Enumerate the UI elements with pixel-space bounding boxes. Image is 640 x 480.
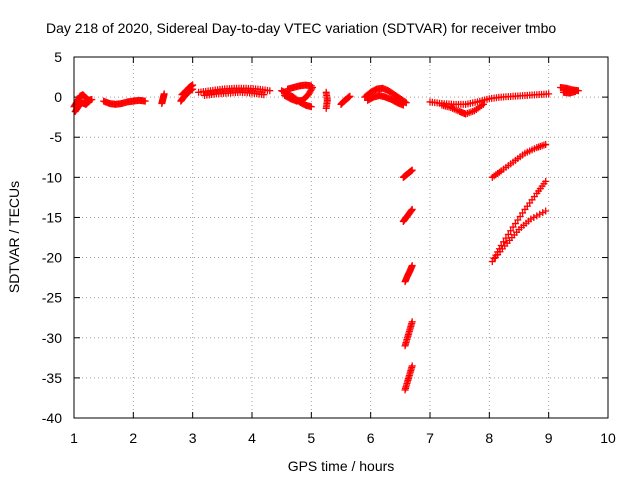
data-point xyxy=(502,234,510,242)
x-tick-label: 6 xyxy=(367,430,375,446)
series-arc-16 xyxy=(488,140,550,181)
data-point xyxy=(260,91,268,99)
series-arc-5b xyxy=(201,88,268,100)
series-arc-9 xyxy=(361,84,410,107)
series-arc-10 xyxy=(399,166,416,181)
x-tick-label: 9 xyxy=(545,430,553,446)
series-arc-7 xyxy=(322,88,331,112)
series-arc-11 xyxy=(399,205,416,225)
series-arc-8 xyxy=(337,92,354,108)
y-tick-label: -20 xyxy=(42,250,62,266)
data-point xyxy=(571,87,579,95)
data-point xyxy=(189,81,197,89)
y-tick-label: -30 xyxy=(42,330,62,346)
data-point xyxy=(160,90,168,98)
series-arc-2 xyxy=(100,96,149,108)
data-point xyxy=(322,88,330,96)
series-arc-19b xyxy=(560,87,579,97)
series-arc-1b xyxy=(71,97,93,116)
grid xyxy=(74,57,608,418)
series-arc-13 xyxy=(401,318,416,350)
data-point xyxy=(507,227,515,235)
x-tick-label: 5 xyxy=(307,430,315,446)
y-tick-label: -15 xyxy=(42,209,62,225)
series-arc-6c xyxy=(284,81,315,93)
y-tick-label: 5 xyxy=(54,49,62,65)
data-point xyxy=(519,209,527,217)
data-point xyxy=(516,212,524,220)
series-arc-4b xyxy=(178,81,197,99)
data-point xyxy=(545,90,553,98)
data-point xyxy=(408,362,416,370)
x-tick-label: 10 xyxy=(600,430,616,446)
data-point xyxy=(514,216,522,224)
data-point xyxy=(85,97,93,105)
x-tick-label: 4 xyxy=(248,430,256,446)
y-tick-label: 0 xyxy=(54,89,62,105)
data-point xyxy=(500,238,508,246)
x-tick-label: 7 xyxy=(426,430,434,446)
series-arc-18 xyxy=(491,207,550,262)
y-axis-label: SDTVAR / TECUs xyxy=(6,181,22,293)
data-point xyxy=(479,100,487,108)
data-point xyxy=(307,103,315,111)
x-tick-label: 2 xyxy=(129,430,137,446)
x-tick-label: 3 xyxy=(189,430,197,446)
axes-ticks: 1 2 3 4 5 6 7 8 9 10 5 0 -5 -10 -15 -20 -25 -30 -35 -40 xyxy=(42,49,616,446)
y-tick-label: -5 xyxy=(50,129,63,145)
y-tick-label: -35 xyxy=(42,370,62,386)
data-point xyxy=(408,205,416,213)
y-tick-label: -10 xyxy=(42,169,62,185)
data-point xyxy=(509,223,517,231)
series-arc-3 xyxy=(158,90,168,108)
data-point xyxy=(408,318,416,326)
y-tick-label: -25 xyxy=(42,290,62,306)
data-point xyxy=(542,177,550,185)
data-point xyxy=(511,220,519,228)
data-point xyxy=(542,140,550,148)
data-point xyxy=(346,92,354,100)
data-point xyxy=(307,82,315,90)
series-arc-14 xyxy=(401,362,416,394)
data-point xyxy=(266,87,274,95)
plot-frame xyxy=(73,56,609,419)
data-point xyxy=(141,97,149,105)
series-arc-15b xyxy=(438,100,487,118)
data-point xyxy=(408,166,416,174)
data-point xyxy=(399,101,407,109)
series-arc-9b xyxy=(364,92,407,109)
x-axis-label: GPS time / hours xyxy=(288,458,395,474)
x-tick-label: 1 xyxy=(70,430,78,446)
chart-title: Day 218 of 2020, Sidereal Day-to-day VTE… xyxy=(46,20,556,36)
data-point xyxy=(504,230,512,238)
data-point xyxy=(542,207,550,215)
data-point xyxy=(490,254,498,262)
series-arc-17 xyxy=(488,177,550,266)
data-points xyxy=(70,81,582,394)
y-tick-label: -40 xyxy=(42,410,62,426)
series-arc-5 xyxy=(195,84,274,96)
x-tick-label: 8 xyxy=(485,430,493,446)
series-arc-12 xyxy=(401,262,416,286)
data-point xyxy=(408,262,416,270)
